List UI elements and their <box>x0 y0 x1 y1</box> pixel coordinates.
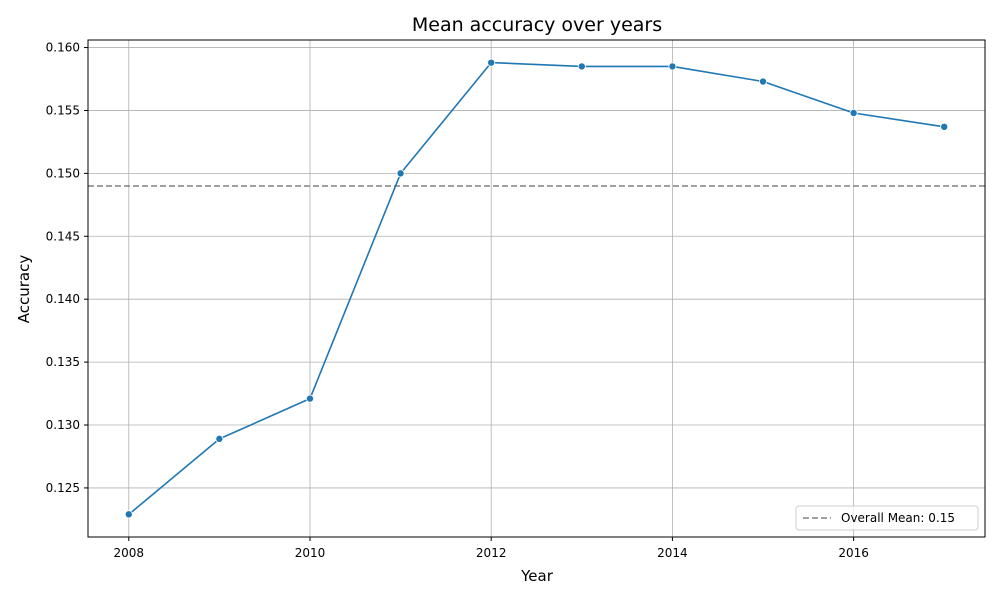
y-axis-title: Accuracy <box>15 255 33 324</box>
plot-area-frame <box>87 39 986 538</box>
data-point <box>396 169 405 178</box>
data-point <box>940 122 949 131</box>
legend-reference-line-label: Overall Mean: 0.15 <box>841 511 955 525</box>
y-tick-label: 0.140 <box>46 292 80 306</box>
grid-lines <box>88 40 985 537</box>
y-tick-label: 0.145 <box>46 229 80 243</box>
y-tick-label: 0.160 <box>46 41 80 55</box>
x-tick-label: 2010 <box>295 546 326 560</box>
chart-title: Mean accuracy over years <box>412 14 662 36</box>
data-point <box>759 77 768 86</box>
x-tick-label: 2008 <box>113 546 144 560</box>
data-point <box>124 510 133 519</box>
data-point <box>577 62 586 71</box>
x-axis-ticks: 2008 2010 2012 2014 2016 <box>113 537 869 560</box>
accuracy-line <box>128 61 945 516</box>
y-tick-label: 0.125 <box>46 481 80 495</box>
data-point <box>849 108 858 117</box>
y-tick-label: 0.155 <box>46 103 80 117</box>
data-point <box>668 62 677 71</box>
x-tick-label: 2014 <box>657 546 688 560</box>
legend-box <box>795 505 979 531</box>
y-tick-label: 0.135 <box>46 355 80 369</box>
series-layer <box>124 58 949 519</box>
x-axis-title: Year <box>520 567 554 585</box>
x-tick-label: 2016 <box>838 546 869 560</box>
data-point <box>487 58 496 67</box>
data-point <box>215 434 224 443</box>
legend: Overall Mean: 0.15 <box>795 505 979 531</box>
y-tick-label: 0.150 <box>46 166 80 180</box>
data-point <box>305 394 314 403</box>
x-tick-label: 2012 <box>476 546 507 560</box>
y-axis-ticks: 0.125 0.130 0.135 0.140 0.145 0.150 0.155 0.160 <box>46 41 88 495</box>
y-tick-label: 0.130 <box>46 418 80 432</box>
